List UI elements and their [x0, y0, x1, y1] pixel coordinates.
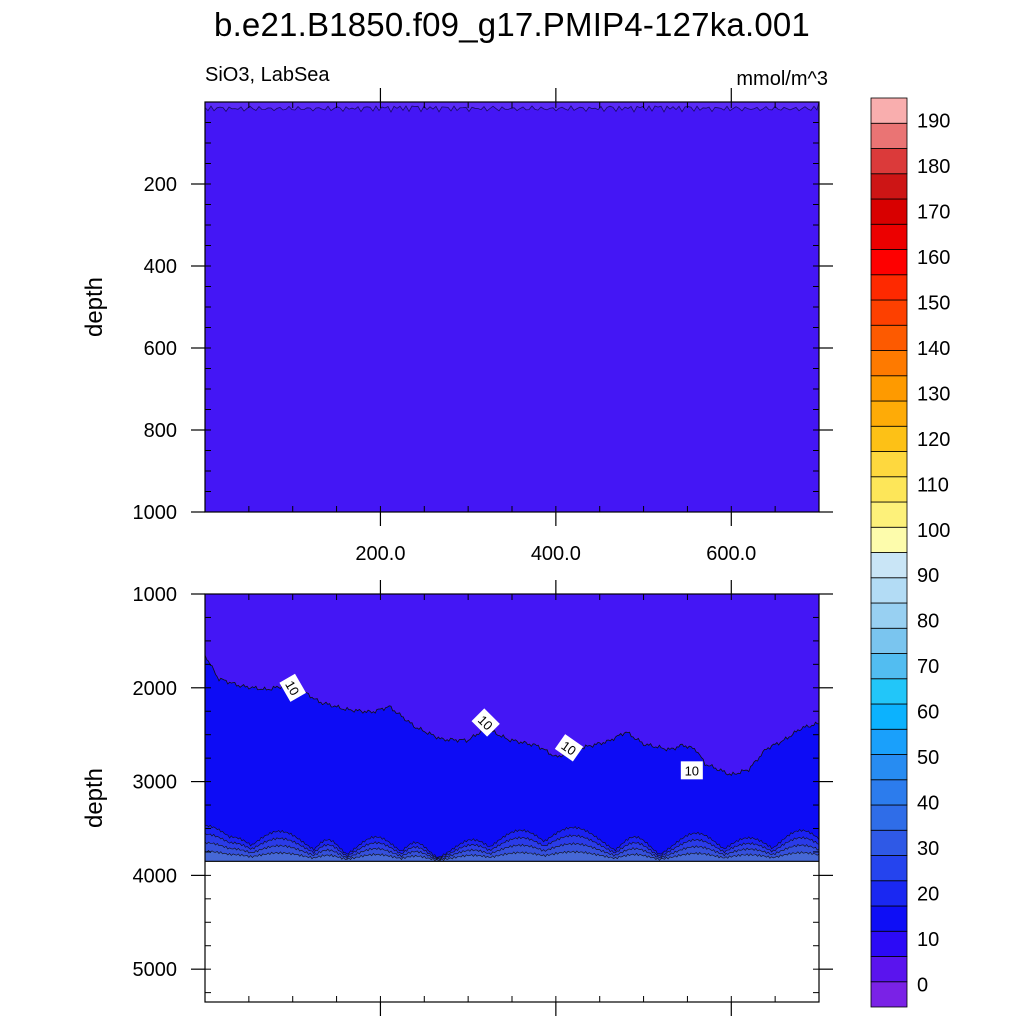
- colorbar-swatch: [870, 552, 908, 579]
- deep-band: [204, 849, 820, 862]
- colorbar-swatch: [870, 400, 908, 427]
- colorbar-swatch: [870, 198, 908, 225]
- lower-contour-bands: [204, 594, 820, 862]
- colorbar-swatch: [870, 602, 908, 629]
- contour-label: 10: [680, 761, 703, 780]
- y-tick-label: 2000: [133, 678, 178, 700]
- colorbar-label: 110: [917, 474, 949, 496]
- colorbar-label: 50: [917, 747, 939, 769]
- y-tick-label: 1000: [133, 584, 178, 606]
- colorbar-swatch: [870, 249, 908, 276]
- lower-contour-labels: 10 10 10 10: [279, 673, 703, 780]
- colorbar-label: 100: [917, 520, 950, 542]
- upper-y-axis: 200 400 600 800 1000: [133, 101, 833, 524]
- y-tick-label: 4000: [133, 865, 178, 887]
- colorbar-swatch: [870, 324, 908, 351]
- colorbar-swatch: [870, 577, 908, 604]
- colorbar-swatch: [870, 728, 908, 755]
- colorbar-label: 70: [917, 656, 939, 678]
- y-tick-label: 800: [144, 420, 177, 442]
- deep-band: [204, 840, 820, 862]
- lower-x-axis: [204, 580, 820, 1016]
- colorbar-label: 120: [917, 429, 950, 451]
- colorbar-swatch: [870, 122, 908, 149]
- colorbar-label: 30: [917, 838, 939, 860]
- x-tick-label: 200.0: [355, 543, 405, 565]
- band-10-20: [204, 654, 820, 862]
- colorbar-swatch: [870, 703, 908, 730]
- colorbar-swatch: [870, 476, 908, 503]
- y-tick-label: 400: [144, 256, 177, 278]
- colorbar-label: 80: [917, 611, 939, 633]
- colorbar-swatch: [870, 148, 908, 175]
- upper-y-axis-title: depth: [81, 277, 108, 337]
- chart-title: b.e21.B1850.f09_g17.PMIP4-127ka.001: [214, 6, 810, 43]
- y-tick-label: 3000: [133, 772, 178, 794]
- colorbar-swatch: [870, 425, 908, 452]
- contour-label: 10: [471, 708, 500, 737]
- contour-label-value: 10: [558, 738, 578, 759]
- colorbar-label: 150: [917, 293, 950, 315]
- lower-y-axis-title: depth: [81, 768, 108, 828]
- colorbar-swatch: [870, 350, 908, 377]
- colorbar-swatch: [870, 779, 908, 806]
- colorbar-label: 20: [917, 883, 939, 905]
- colorbar-swatch: [870, 274, 908, 301]
- colorbar-label: 90: [917, 565, 939, 587]
- contour-label-value: 10: [282, 678, 302, 698]
- colorbar-swatch: [870, 905, 908, 932]
- colorbar-label: 60: [917, 702, 939, 724]
- colorbar-swatch: [870, 173, 908, 200]
- colorbar-label: 190: [917, 111, 950, 133]
- y-tick-label: 5000: [133, 959, 178, 981]
- colorbar-swatch: [870, 930, 908, 957]
- upper-panel-fill: [205, 102, 819, 512]
- contour-label-box: [471, 708, 500, 737]
- colorbar-swatch: [870, 451, 908, 478]
- contour-label-box: [279, 673, 307, 702]
- colorbar-label: 40: [917, 792, 939, 814]
- colorbar-swatch: [870, 880, 908, 907]
- colorbar-swatch: [870, 956, 908, 983]
- colorbar-swatch: [870, 97, 908, 124]
- colorbar-label: 160: [917, 247, 950, 269]
- colorbar-label: 170: [917, 202, 950, 224]
- colorbar-label: 180: [917, 156, 950, 178]
- colorbar-label: 0: [917, 974, 928, 996]
- colorbar-swatch: [870, 829, 908, 856]
- colorbar-swatch: [870, 375, 908, 402]
- colorbar-swatch: [870, 299, 908, 326]
- colorbar-swatch: [870, 981, 908, 1008]
- contour-label-box: [554, 734, 584, 762]
- colorbar-label: 140: [917, 338, 950, 360]
- contour-label-value: 10: [685, 763, 699, 778]
- colorbar-swatch: [870, 526, 908, 553]
- contour-label: 10: [554, 734, 584, 762]
- colorbar-swatch: [870, 678, 908, 705]
- colorbar-swatch: [870, 855, 908, 882]
- x-tick-label: 400.0: [531, 543, 581, 565]
- colorbar-swatch: [870, 627, 908, 654]
- chart-subtitle-units: mmol/m^3: [736, 68, 828, 90]
- y-tick-label: 200: [144, 174, 177, 196]
- colorbar-label: 10: [917, 929, 939, 951]
- chart-subtitle-variable: SiO3, LabSea: [205, 64, 330, 86]
- lower-y-axis: 1000 2000 3000 4000 5000: [133, 584, 833, 994]
- colorbar-swatch: [870, 653, 908, 680]
- x-tick-label: 600.0: [706, 543, 756, 565]
- colorbar-label: 130: [917, 383, 950, 405]
- colorbar-swatch: [870, 754, 908, 781]
- colorbar-swatch: [870, 223, 908, 250]
- lower-panel: 10 10 10 10 1000 2000 3000 4000 5000 depth: [81, 580, 833, 1016]
- colorbar-swatch: [870, 501, 908, 528]
- contour-label-box: [680, 761, 703, 780]
- upper-x-axis: 200.0 400.0 600.0: [204, 88, 820, 565]
- upper-panel: 200 400 600 800 1000 200.0 400.0 600.0 depth: [81, 88, 833, 565]
- colorbar: 0 10 20 30 40 50 60 70 80 90 100 110 120 130 140 150 160…: [870, 97, 950, 1008]
- y-tick-label: 600: [144, 338, 177, 360]
- contour-label: 10: [279, 673, 307, 702]
- colorbar-swatch: [870, 804, 908, 831]
- y-tick-label: 1000: [133, 502, 178, 524]
